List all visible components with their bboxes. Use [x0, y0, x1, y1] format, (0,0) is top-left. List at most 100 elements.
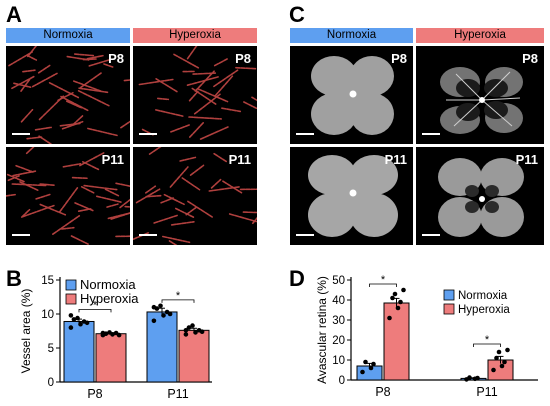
data-point [387, 315, 392, 321]
retina-image-hyperoxia-p11: P11 [416, 147, 544, 245]
vessel-segment [124, 205, 130, 208]
vessel-segment [187, 200, 213, 218]
data-point [183, 332, 189, 337]
significance-star: * [381, 274, 386, 286]
data-point [84, 320, 90, 326]
vessel-segment [65, 100, 83, 109]
vessel-segment [154, 109, 184, 117]
bar [383, 302, 410, 381]
y-tick-label: 30 [332, 315, 345, 327]
vessel-segment [34, 126, 52, 131]
vessel-segment [82, 58, 97, 61]
panel-a-hyperoxia-header: Hyperoxia [133, 28, 257, 43]
data-point [494, 355, 499, 361]
x-tick-label: P11 [476, 385, 497, 399]
vessel-area-chart: 0 5 10 15 Vessel area (%) P8 * P11 * NormoxiaHype… [19, 275, 212, 401]
data-point [158, 303, 163, 309]
vessel-segment [252, 216, 257, 225]
bar [95, 333, 127, 383]
vessel-segment [80, 71, 103, 89]
vessel-segment [15, 164, 34, 173]
vessel-image-normoxia-p8: P8 [6, 46, 130, 144]
vessel-segment [120, 120, 130, 129]
vessel-segment [170, 124, 190, 133]
data-point [161, 313, 166, 318]
vessel-segment [96, 195, 122, 203]
vessel-segment [60, 226, 75, 230]
vessel-segment [73, 80, 102, 92]
age-label: P11 [101, 152, 124, 167]
bar [63, 320, 95, 383]
data-point [360, 369, 365, 375]
panel-c-hyperoxia-header: Hyperoxia [416, 28, 544, 43]
data-point [496, 349, 502, 355]
vessel-segment [179, 156, 197, 162]
vessel-segment [37, 64, 51, 74]
data-point [467, 375, 472, 380]
y-axis-label: Avascular retina (%) [315, 276, 329, 384]
vessel-segment [60, 95, 90, 112]
legend-label: Normoxia [458, 290, 508, 302]
vessel-segment [25, 147, 35, 155]
vessel-segment [188, 90, 199, 102]
significance-bracket [161, 299, 195, 303]
vessel-segment [173, 53, 200, 69]
vessel-segment [174, 207, 196, 219]
vessel-segment [208, 185, 241, 192]
vessel-segment [235, 66, 257, 70]
scale-bar [296, 133, 314, 135]
vessel-segment [78, 87, 109, 94]
significance-star: * [93, 299, 98, 311]
vessel-image-normoxia-p11: P11 [6, 147, 130, 245]
y-axis-label: Vessel area (%) [19, 289, 33, 374]
data-point [193, 330, 198, 335]
y-tick-label: 50 [332, 275, 345, 287]
y-tick-label: 5 [48, 343, 54, 355]
vessel-segment [38, 135, 53, 144]
vessel-segment [103, 63, 115, 69]
vessel-segment [26, 46, 38, 58]
data-point [71, 317, 77, 322]
vessel-segment [62, 162, 82, 168]
vessel-segment [221, 107, 242, 113]
vessel-segment [186, 46, 198, 60]
legend-swatch [65, 279, 77, 291]
vessel-segment [51, 215, 81, 235]
vessel-segment [148, 147, 162, 155]
vessel-segment [213, 69, 239, 88]
data-point [398, 299, 403, 305]
data-point [475, 375, 480, 381]
vessel-segment [242, 211, 257, 214]
vessel-segment [115, 182, 130, 187]
vessel-segment [8, 51, 33, 67]
vessel-segment [110, 212, 130, 220]
vessel-segment [6, 173, 25, 183]
x-tick-label: P8 [87, 387, 102, 401]
significance-bracket [369, 283, 397, 287]
scale-bar [422, 133, 440, 135]
vessel-segment [194, 70, 215, 92]
vessel-segment [188, 121, 205, 138]
vessel-segment [222, 180, 243, 194]
y-tick-label: 20 [332, 335, 345, 347]
vessel-segment [135, 188, 161, 204]
vessel-segment [83, 184, 118, 191]
data-point [68, 313, 74, 318]
vessel-segment [20, 108, 34, 123]
y-tick-label: 0 [339, 375, 345, 387]
data-point [183, 328, 189, 333]
legend-label: Hyperoxia [458, 304, 510, 316]
vessel-segment [6, 193, 17, 197]
vessel-segment [213, 58, 228, 67]
data-point [100, 330, 106, 336]
significance-star: * [485, 334, 490, 346]
vessel-segment [133, 232, 149, 240]
scale-bar [139, 133, 157, 135]
vessel-segment [243, 101, 257, 110]
vessel-segment [197, 88, 229, 103]
y-tick-label: 10 [41, 309, 54, 321]
panel-d-label: D [289, 266, 305, 291]
vessel-segment [189, 164, 205, 176]
data-point [395, 305, 401, 311]
bar [146, 311, 178, 383]
